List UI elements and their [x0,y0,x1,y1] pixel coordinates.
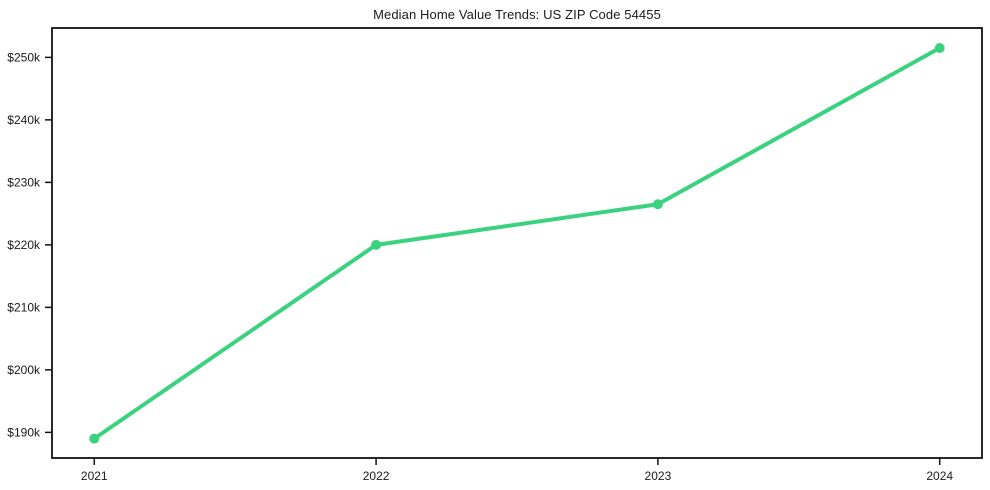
data-point [89,433,100,444]
y-tick-label: $210k [7,300,41,314]
y-tick-label: $250k [7,50,41,64]
y-tick-label: $190k [7,425,41,439]
x-tick-label: 2021 [81,469,108,483]
data-point [652,199,663,210]
data-point [371,239,382,250]
y-tick-label: $230k [7,175,41,189]
x-tick-label: 2023 [645,469,672,483]
y-tick-label: $220k [7,238,41,252]
y-tick-label: $200k [7,363,41,377]
x-tick-label: 2022 [363,469,390,483]
series-line [92,46,942,441]
y-tick-label: $240k [7,113,41,127]
x-tick-label: 2024 [926,469,953,483]
data-point [934,43,945,53]
plot-frame [51,27,983,459]
chart-title: Median Home Value Trends: US ZIP Code 54… [373,7,661,22]
